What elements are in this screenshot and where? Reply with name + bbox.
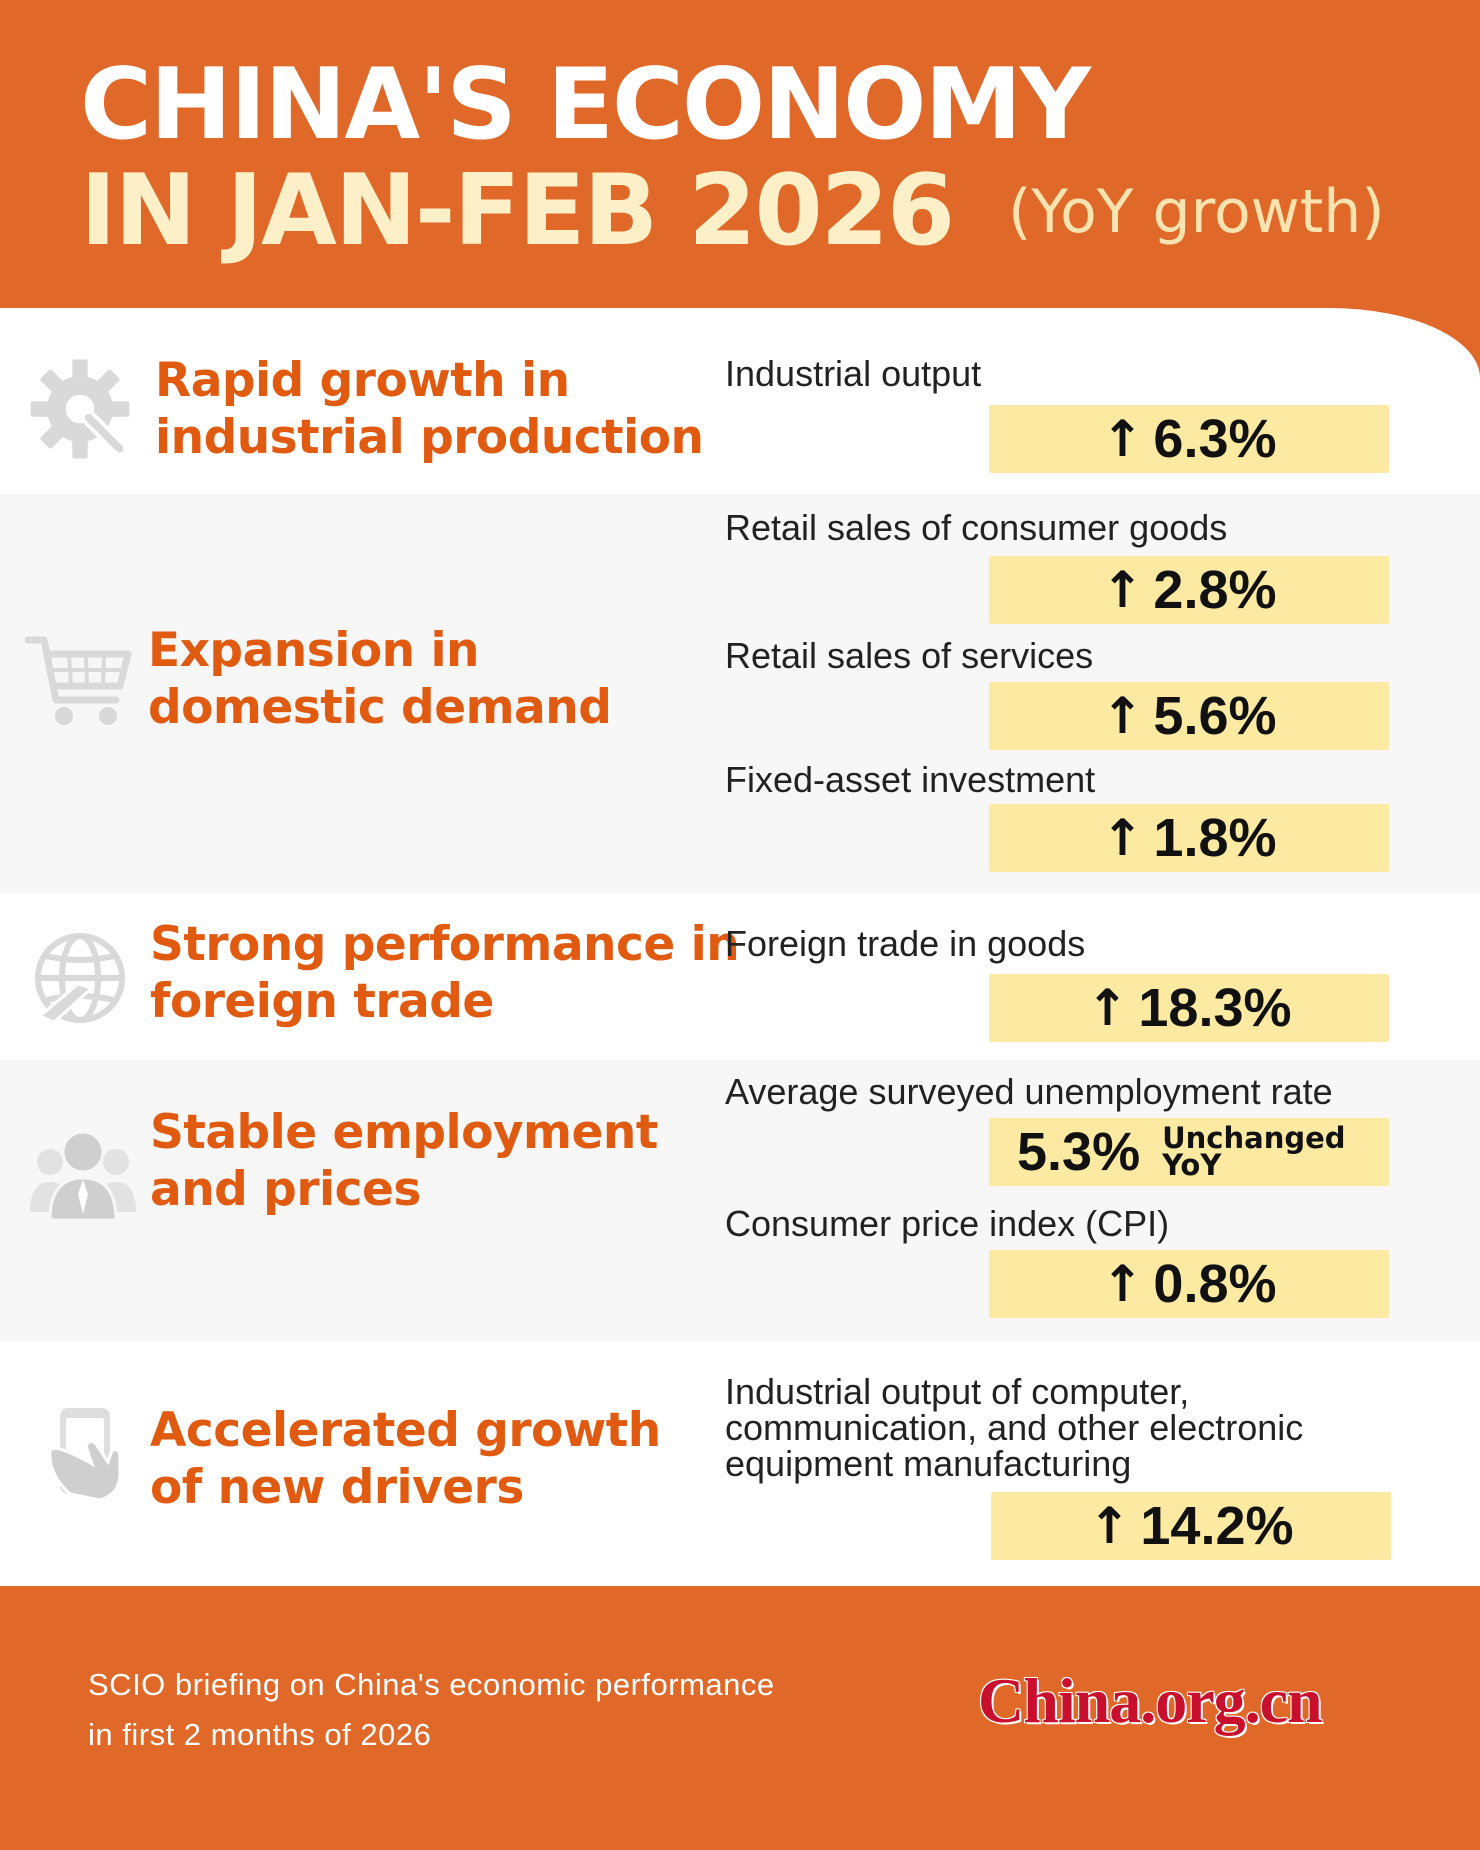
- indicator-label-fixed-asset-investment: Fixed-asset investment: [725, 759, 1096, 800]
- indicator-value: 18.3%: [1138, 978, 1292, 1038]
- indicator-label-cpi: Consumer price index (CPI): [725, 1203, 1170, 1244]
- shopping-cart-icon: [24, 632, 134, 732]
- value-box-cpi: ↑ 0.8%: [989, 1250, 1389, 1318]
- value-box-electronics-output: ↑ 14.2%: [991, 1492, 1391, 1560]
- gear-wrench-icon: [25, 354, 135, 464]
- indicator-value: 0.8%: [1153, 1254, 1277, 1314]
- indicator-label-electronics-output: Industrial output of computer, communica…: [725, 1371, 1304, 1484]
- up-arrow-icon: ↑: [1101, 561, 1144, 619]
- page-title-line-1: CHINA'S ECONOMY: [80, 48, 1091, 162]
- employees-icon: [28, 1122, 138, 1222]
- indicator-label-retail-consumer-goods: Retail sales of consumer goods: [725, 507, 1228, 548]
- smartphone-hand-icon: [48, 1404, 128, 1504]
- indicator-value: 2.8%: [1153, 560, 1277, 620]
- indicator-label-unemployment-rate: Average surveyed unemployment rate: [725, 1071, 1333, 1112]
- section-industrial-production: Rapid growth in industrial production In…: [0, 308, 1480, 494]
- china-org-cn-logo: China.org.cn: [978, 1665, 1323, 1736]
- value-box-industrial-output: ↑ 6.3%: [989, 405, 1389, 473]
- value-box-retail-consumer-goods: ↑ 2.8%: [989, 556, 1389, 624]
- page-title-line-2: IN JAN-FEB 2026: [80, 154, 955, 268]
- indicator-value: 1.8%: [1153, 808, 1277, 868]
- section-title: Accelerated growth of new drivers: [150, 1403, 661, 1515]
- unchanged-note: Unchanged YoY: [1162, 1121, 1346, 1182]
- up-arrow-icon: ↑: [1088, 1497, 1131, 1555]
- up-arrow-icon: ↑: [1086, 979, 1129, 1037]
- indicator-label-retail-services: Retail sales of services: [725, 635, 1094, 676]
- section-title: Expansion in domestic demand: [148, 623, 612, 735]
- section-domestic-demand: Expansion in domestic demand Retail sale…: [0, 494, 1480, 894]
- indicator-value: 14.2%: [1140, 1496, 1294, 1556]
- section-title: Rapid growth in industrial production: [155, 353, 704, 465]
- up-arrow-icon: ↑: [1101, 687, 1144, 745]
- indicator-value: 6.3%: [1153, 409, 1277, 469]
- section-new-drivers: Accelerated growth of new drivers Indust…: [0, 1342, 1480, 1586]
- value-box-fixed-asset-investment: ↑ 1.8%: [989, 804, 1389, 872]
- indicator-label-industrial-output: Industrial output: [725, 353, 982, 394]
- value-box-foreign-trade: ↑ 18.3%: [989, 974, 1389, 1042]
- up-arrow-icon: ↑: [1101, 1255, 1144, 1313]
- globe-plane-icon: [30, 928, 130, 1028]
- up-arrow-icon: ↑: [1101, 809, 1144, 867]
- section-foreign-trade: Strong performance in foreign trade Fore…: [0, 894, 1480, 1060]
- up-arrow-icon: ↑: [1101, 410, 1144, 468]
- indicator-value: 5.3%: [1017, 1122, 1141, 1182]
- page-subtitle: (YoY growth): [1008, 177, 1385, 247]
- indicator-label-foreign-trade: Foreign trade in goods: [725, 923, 1086, 964]
- value-box-unemployment-rate: 5.3% Unchanged YoY: [989, 1118, 1389, 1186]
- section-title: Stable employment and prices: [150, 1105, 658, 1217]
- header: CHINA'S ECONOMY IN JAN-FEB 2026 (YoY gro…: [0, 0, 1480, 320]
- section-employment-prices: Stable employment and prices Average sur…: [0, 1060, 1480, 1342]
- section-title: Strong performance in foreign trade: [150, 917, 740, 1029]
- source-note: SCIO briefing on China's economic perfor…: [88, 1667, 775, 1752]
- value-box-retail-services: ↑ 5.6%: [989, 682, 1389, 750]
- indicator-value: 5.6%: [1153, 686, 1277, 746]
- indicator-panel: Rapid growth in industrial production In…: [0, 308, 1480, 1586]
